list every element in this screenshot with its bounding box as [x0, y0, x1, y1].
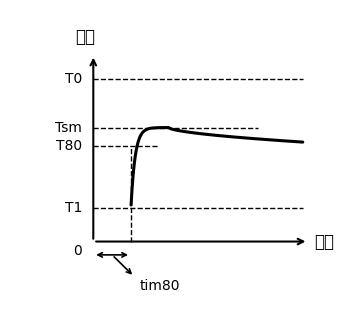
Text: 时间: 时间: [314, 232, 334, 250]
Text: Tsm: Tsm: [55, 121, 82, 135]
Text: T1: T1: [65, 201, 82, 215]
Text: 温度: 温度: [75, 28, 95, 46]
Text: tim80: tim80: [140, 279, 180, 293]
Text: T80: T80: [56, 139, 82, 153]
Text: 0: 0: [73, 244, 82, 258]
Text: T0: T0: [65, 72, 82, 86]
